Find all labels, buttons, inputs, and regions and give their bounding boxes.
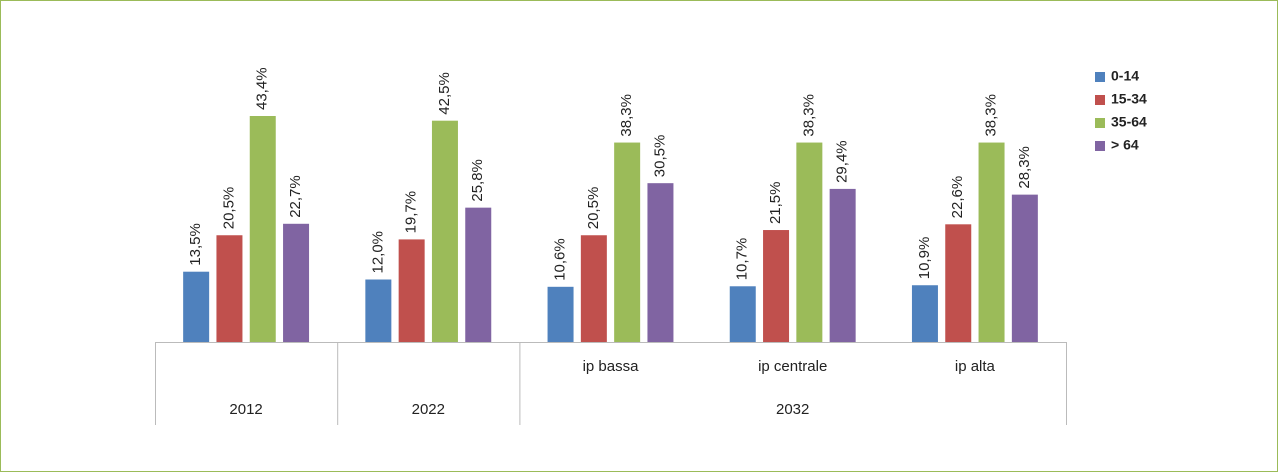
bar (431, 120, 458, 342)
legend-label: > 64 (1111, 137, 1139, 153)
group-label: 2032 (776, 401, 809, 418)
bar (796, 142, 823, 342)
data-label: 28,3% (1016, 146, 1033, 189)
bar (614, 142, 641, 342)
legend-swatch (1095, 118, 1105, 128)
legend-swatch (1095, 72, 1105, 82)
group-label: 2012 (229, 401, 262, 418)
data-label: 38,3% (983, 94, 1000, 137)
data-label: 10,6% (552, 238, 569, 281)
data-label: 22,7% (287, 175, 304, 218)
data-label: 20,5% (585, 187, 602, 230)
data-label: 19,7% (403, 191, 420, 234)
x-tick-label: ip alta (955, 358, 996, 375)
legend-label: 35-64 (1111, 114, 1147, 130)
bar (763, 230, 790, 342)
legend-swatch (1095, 141, 1105, 151)
data-label: 12,0% (369, 231, 386, 274)
data-label: 42,5% (436, 72, 453, 115)
group-label: 2022 (412, 401, 445, 418)
data-label: 25,8% (469, 159, 486, 202)
bar (1011, 194, 1038, 342)
bar (945, 224, 972, 342)
legend-label: 0-14 (1111, 68, 1139, 84)
legend-label: 15-34 (1111, 91, 1147, 107)
bar (978, 142, 1005, 342)
data-label: 10,7% (734, 238, 751, 281)
data-label: 20,5% (220, 187, 237, 230)
bar (465, 207, 492, 342)
bar (398, 239, 425, 342)
bar (216, 235, 243, 342)
data-label: 30,5% (651, 135, 668, 178)
bar (829, 188, 856, 342)
bar (183, 271, 210, 342)
legend-swatch (1095, 95, 1105, 105)
bar (365, 279, 392, 342)
x-tick-label: ip bassa (583, 358, 640, 375)
data-label: 13,5% (187, 223, 204, 266)
bar (249, 116, 276, 342)
data-label: 21,5% (767, 181, 784, 224)
data-label: 38,3% (800, 94, 817, 137)
bar (547, 286, 574, 342)
data-label: 10,9% (916, 237, 933, 280)
data-label: 22,6% (949, 176, 966, 219)
bar (911, 285, 938, 342)
data-label: 29,4% (834, 140, 851, 183)
bar (647, 183, 674, 342)
bar (729, 286, 756, 342)
bar (580, 235, 607, 342)
data-label: 43,4% (254, 67, 271, 110)
data-label: 38,3% (618, 94, 635, 137)
bar (283, 223, 310, 342)
x-tick-label: ip centrale (758, 358, 827, 375)
